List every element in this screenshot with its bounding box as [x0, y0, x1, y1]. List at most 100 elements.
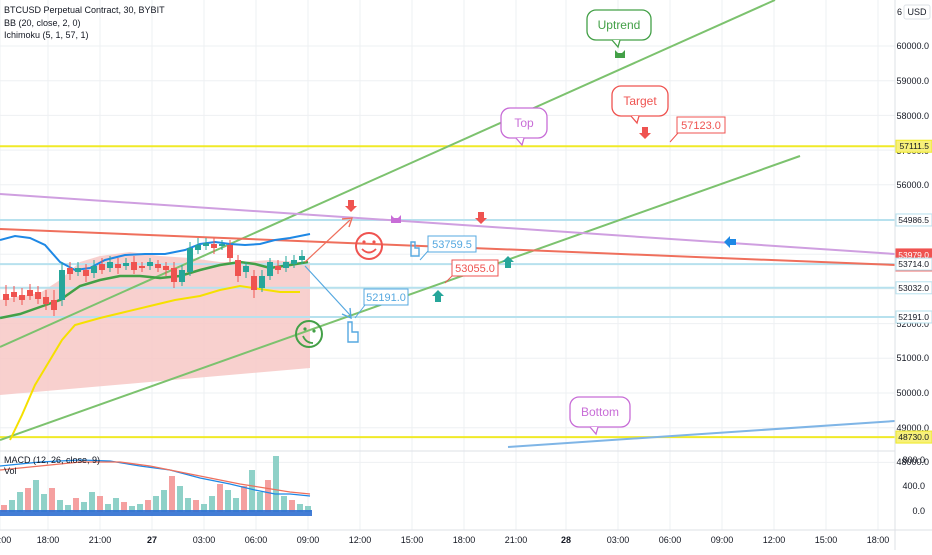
- time-tick: 12:00: [763, 535, 786, 545]
- top-callout-label: Top: [514, 116, 534, 130]
- price-label-3-box: [363, 288, 409, 306]
- projection-down-line: [304, 265, 351, 316]
- candle-body: [11, 292, 17, 297]
- legend-macd[interactable]: MACD (12, 26, close, 9): [4, 455, 101, 465]
- currency-label: USD: [907, 7, 927, 17]
- volume-bar: [153, 496, 159, 512]
- legend-bb[interactable]: BB (20, close, 2, 0): [4, 17, 81, 28]
- smiley-eye: [362, 240, 366, 244]
- candle-body: [243, 266, 249, 272]
- volume-bar: [193, 500, 199, 512]
- candle-body: [259, 276, 265, 288]
- time-tick: 15:00: [401, 535, 424, 545]
- arrow-up-icon: [432, 290, 444, 302]
- candle-body: [275, 266, 281, 270]
- macd-tick: 0.0: [912, 506, 925, 516]
- volume-bar: [265, 480, 271, 512]
- axis-level-label: 52191.0: [898, 312, 929, 322]
- ichimoku-cloud: [0, 252, 310, 395]
- signal-line: [0, 461, 311, 495]
- smiley-icon: [355, 232, 383, 260]
- time-tick: 03:00: [607, 535, 630, 545]
- legend-ichimoku[interactable]: Ichimoku (5, 1, 57, 1): [4, 30, 89, 40]
- bottom-callout-tail: [589, 426, 599, 436]
- target-callout-label: Target: [623, 94, 657, 108]
- axis-level-label: 54986.5: [898, 215, 929, 225]
- bb-upper-band: [0, 233, 311, 272]
- bottom-trend-line: [507, 420, 896, 448]
- time-tick: 06:00: [245, 535, 268, 545]
- smiley-eye: [303, 327, 307, 331]
- candle-body: [299, 256, 305, 260]
- projection-up-line: [304, 219, 351, 263]
- volume-bar: [57, 500, 63, 512]
- volume-bar: [169, 476, 175, 512]
- smiley-mouth: [361, 248, 377, 254]
- hand-pointer-icon: [347, 321, 359, 343]
- volume-bar: [145, 500, 151, 512]
- macd-tick: 800.0: [902, 455, 925, 465]
- legend-vol[interactable]: Vol: [4, 466, 17, 476]
- axis-level-label: 53714.0: [898, 259, 929, 269]
- axis-level-label-box: [895, 310, 932, 324]
- volume-bar: [97, 496, 103, 512]
- volume-bar: [73, 498, 79, 512]
- price-tick: 52000.0: [896, 319, 929, 329]
- top-callout-tail: [515, 137, 525, 147]
- time-tick: 21:00: [505, 535, 528, 545]
- volume-bar: [273, 456, 279, 512]
- price-tick: 6: [897, 7, 902, 17]
- smiley-eye: [312, 329, 316, 333]
- macd-histogram: [0, 510, 312, 516]
- time-tick: 15:00: [815, 535, 838, 545]
- volume-bar: [233, 498, 239, 512]
- price-tick: 59000.0: [896, 76, 929, 86]
- candle-body: [27, 290, 33, 296]
- volume-bar: [17, 492, 23, 512]
- cat-icon: [391, 215, 401, 223]
- time-tick: 18:00: [867, 535, 890, 545]
- volume-bar: [121, 502, 127, 512]
- candle-body: [203, 243, 209, 246]
- projection-up-arrowhead: [341, 217, 354, 228]
- arrow-down-icon: [345, 200, 357, 212]
- legend-symbol[interactable]: BTCUSD Perpetual Contract, 30, BYBIT: [4, 5, 165, 15]
- time-tick: 27: [147, 535, 157, 545]
- volume-bar: [161, 490, 167, 512]
- volume-bar: [137, 504, 143, 512]
- candle-body: [43, 297, 49, 304]
- volume-bar: [41, 494, 47, 512]
- volume-bar: [297, 504, 303, 512]
- cat-icon: [615, 50, 625, 58]
- arrow-down-icon: [639, 127, 651, 139]
- candle-body: [179, 270, 185, 282]
- arrow-left-icon: [724, 236, 736, 248]
- volume-bar: [89, 492, 95, 512]
- volume-bar: [257, 492, 263, 512]
- volume-bar: [113, 498, 119, 512]
- time-tick: 03:00: [193, 535, 216, 545]
- time-tick: 15:00: [0, 535, 11, 545]
- axis-level-label: 57111.5: [900, 141, 930, 151]
- candle-body: [75, 268, 81, 272]
- smiley-eye: [372, 240, 376, 244]
- arrow-down-icon: [475, 212, 487, 224]
- macd-tick: 400.0: [902, 481, 925, 491]
- volume-bar: [209, 496, 215, 512]
- time-tick: 18:00: [453, 535, 476, 545]
- candle-body: [291, 260, 297, 264]
- hand-pointer-icon: [410, 241, 420, 257]
- target-price-label: 57123.0: [681, 120, 721, 132]
- candle-body: [195, 245, 201, 250]
- axis-level-label: 48730.0: [898, 432, 929, 442]
- price-tick: 48000.0: [896, 457, 929, 467]
- volume-bar: [289, 500, 295, 512]
- target-price-connector: [669, 132, 679, 143]
- volume-bar: [241, 486, 247, 512]
- purple-trend-line: [0, 193, 896, 255]
- price-tick: 49000.0: [896, 423, 929, 433]
- time-tick: 09:00: [711, 535, 734, 545]
- rotated-smiley-mouth: [302, 335, 314, 344]
